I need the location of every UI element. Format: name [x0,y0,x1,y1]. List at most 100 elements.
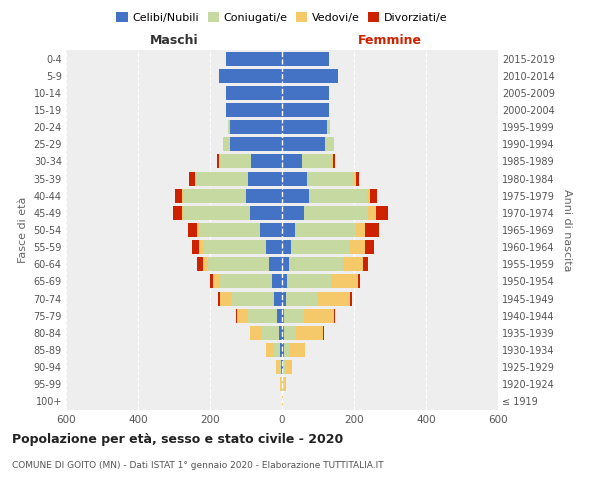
Y-axis label: Anni di nascita: Anni di nascita [562,188,572,271]
Bar [331,274,358,288]
Bar [274,292,282,306]
Bar [218,292,220,306]
Bar [273,343,280,357]
Bar [231,292,274,306]
Bar [291,240,350,254]
Bar [203,240,266,254]
Text: Femmine: Femmine [358,34,422,46]
Text: COMUNE DI GOITO (MN) - Dati ISTAT 1° gennaio 2020 - Elaborazione TUTTITALIA.IT: COMUNE DI GOITO (MN) - Dati ISTAT 1° gen… [12,460,383,469]
Bar [282,274,287,288]
Bar [356,223,365,237]
Bar [248,308,277,322]
Bar [282,258,289,272]
Bar [223,138,230,151]
Bar [217,154,218,168]
Bar [219,68,282,82]
Bar [237,308,248,322]
Bar [248,172,282,185]
Bar [220,292,231,306]
Bar [266,343,273,357]
Bar [284,326,296,340]
Legend: Celibi/Nubili, Coniugati/e, Vedovi/e, Divorziati/e: Celibi/Nubili, Coniugati/e, Vedovi/e, Di… [112,8,452,28]
Bar [287,274,331,288]
Bar [282,138,325,151]
Bar [284,360,292,374]
Bar [282,188,309,202]
Bar [327,120,330,134]
Bar [286,292,318,306]
Bar [203,258,208,272]
Bar [282,360,283,374]
Bar [282,343,284,357]
Bar [199,223,260,237]
Bar [282,120,327,134]
Bar [199,240,203,254]
Bar [282,292,286,306]
Bar [363,258,368,272]
Bar [269,258,282,272]
Bar [333,154,335,168]
Bar [266,240,282,254]
Bar [226,103,282,117]
Bar [226,52,282,66]
Bar [332,154,333,168]
Bar [282,240,291,254]
Bar [284,308,304,322]
Bar [183,206,250,220]
Bar [289,343,305,357]
Bar [250,206,282,220]
Bar [282,52,329,66]
Bar [220,274,272,288]
Bar [304,206,368,220]
Bar [365,223,379,237]
Bar [284,343,289,357]
Bar [277,308,282,322]
Bar [236,308,237,322]
Bar [350,240,365,254]
Bar [246,188,282,202]
Bar [197,223,199,237]
Bar [307,172,354,185]
Bar [173,206,182,220]
Bar [280,378,281,392]
Bar [195,172,196,185]
Bar [219,154,251,168]
Bar [365,240,374,254]
Bar [280,360,281,374]
Bar [182,206,183,220]
Bar [230,138,282,151]
Y-axis label: Fasce di età: Fasce di età [18,197,28,263]
Bar [282,86,329,100]
Bar [282,172,307,185]
Bar [350,292,352,306]
Bar [192,240,199,254]
Bar [367,188,370,202]
Bar [183,188,246,202]
Bar [212,274,220,288]
Bar [228,120,230,134]
Bar [190,172,195,185]
Bar [304,308,334,322]
Bar [282,68,338,82]
Bar [354,172,356,185]
Bar [302,154,332,168]
Bar [196,172,248,185]
Bar [272,274,282,288]
Bar [261,326,279,340]
Bar [283,378,286,392]
Bar [276,360,280,374]
Bar [368,206,376,220]
Text: Popolazione per età, sesso e stato civile - 2020: Popolazione per età, sesso e stato civil… [12,432,343,446]
Bar [260,223,282,237]
Bar [250,326,261,340]
Bar [289,258,343,272]
Bar [309,188,367,202]
Bar [323,326,324,340]
Bar [318,292,350,306]
Bar [343,258,363,272]
Bar [280,343,282,357]
Bar [283,360,284,374]
Bar [370,188,377,202]
Bar [208,258,269,272]
Bar [282,206,304,220]
